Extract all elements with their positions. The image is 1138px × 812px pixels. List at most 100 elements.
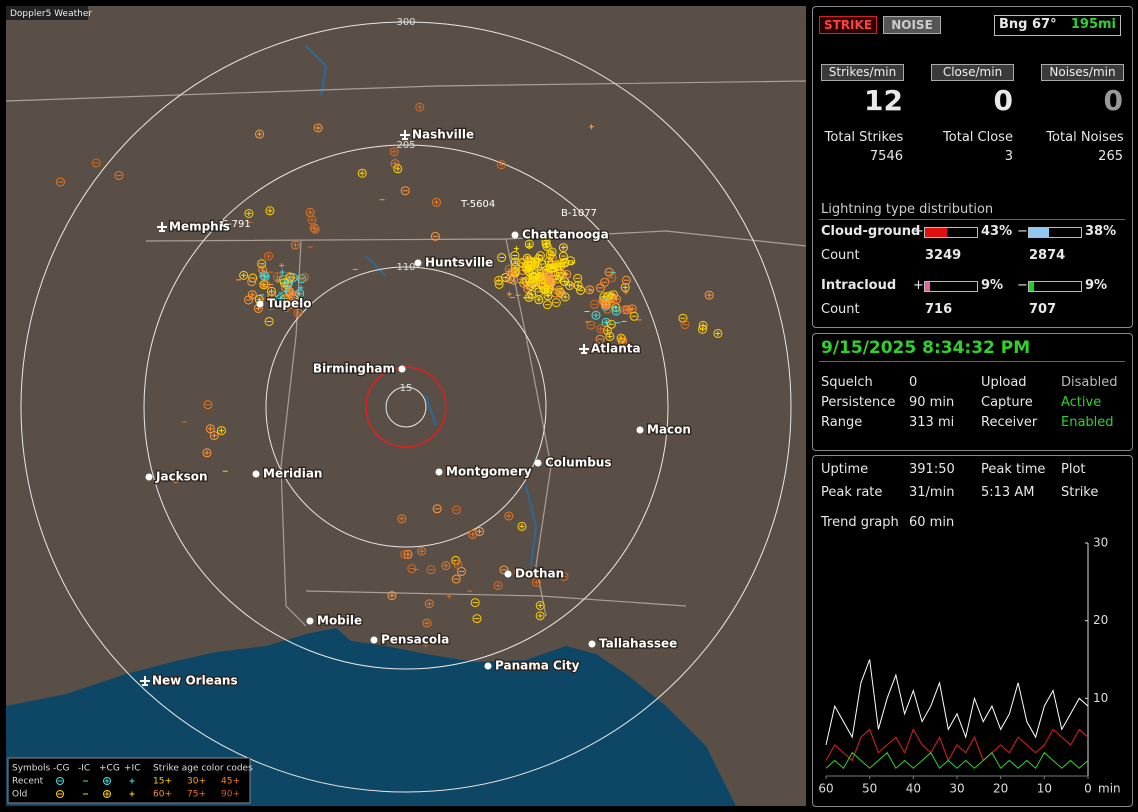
strike-ring (524, 292, 534, 302)
strike-ring (387, 591, 397, 601)
strike-ring (472, 614, 482, 624)
stat-text: 5:13 AM (981, 485, 1035, 500)
strike-ring (432, 197, 442, 207)
ring-label: 15 (400, 383, 413, 394)
divider (819, 361, 1125, 362)
strike-ring (528, 273, 538, 283)
strike-ring (713, 328, 723, 338)
strike-marker (595, 334, 605, 344)
strike-marker (524, 292, 534, 302)
strike-ring (521, 277, 531, 287)
strike-sign (389, 593, 395, 599)
strike-ring (205, 424, 215, 434)
strike-marker (558, 243, 568, 253)
count-value: 3249 (925, 248, 962, 263)
strike-sign (307, 209, 313, 215)
distance: 195mi (1070, 17, 1116, 32)
strike-marker (453, 559, 463, 569)
strike-marker (541, 236, 551, 246)
strike-marker (387, 591, 397, 601)
city-label: Montgomery (446, 465, 532, 479)
legend-age-title: Strike age color codes (153, 764, 253, 774)
strike-marker (517, 521, 527, 531)
sign: + (913, 224, 924, 239)
city-dot (398, 365, 406, 373)
strike-marker (281, 303, 291, 313)
strike-marker (310, 224, 320, 234)
strike-marker (293, 308, 303, 318)
strike-ring (267, 290, 277, 300)
strike-sign (544, 244, 550, 250)
strike-sign (549, 249, 555, 255)
strike-marker (216, 426, 226, 436)
strike-ring (551, 298, 561, 308)
strike-marker (272, 297, 278, 303)
stat-text: Plot (1061, 462, 1086, 477)
strike-ring (247, 277, 257, 287)
strike-marker (621, 275, 631, 285)
strike-ring (390, 159, 400, 169)
airport-icon (400, 130, 410, 140)
strike-ring (545, 250, 555, 260)
strike-ring (546, 278, 556, 288)
strike-sign (562, 271, 568, 277)
strike-ring (264, 316, 274, 326)
strike-sign (241, 272, 247, 278)
percent-label: 9% (981, 278, 1004, 293)
strike-marker (535, 271, 545, 281)
strike-marker (247, 277, 257, 287)
city-dot (636, 426, 644, 434)
legend-type: -IC (78, 764, 90, 774)
title-bg (6, 6, 88, 20)
strike-marker (389, 147, 399, 157)
strike-sign (561, 573, 567, 579)
y-tick-label: 10 (1093, 691, 1108, 705)
strike-sign (542, 287, 548, 293)
city-dot (145, 473, 153, 481)
noise-mode-button[interactable]: NOISE (883, 16, 941, 34)
strike-marker (526, 244, 532, 250)
bearing-box (994, 15, 1121, 36)
strike-marker (239, 270, 249, 280)
strike-ring (514, 567, 524, 577)
setting-label: Range (821, 415, 863, 430)
city-dot (484, 662, 492, 670)
strike-ring (281, 283, 291, 293)
strike-marker (622, 305, 632, 315)
strike-sign (426, 601, 432, 607)
strike-sign (249, 292, 255, 298)
city-label: Nashville (412, 128, 474, 142)
type-label: Intracloud (821, 278, 897, 293)
rate-value: 0 (993, 84, 1013, 117)
bar-frame (1028, 281, 1082, 292)
legend-row: Recent (12, 777, 44, 787)
strike-ring (560, 257, 570, 267)
strike-ring (510, 262, 520, 272)
strike-ring (556, 259, 566, 269)
strike-sign (537, 603, 543, 609)
strike-marker (527, 257, 537, 267)
strike-marker (698, 320, 708, 330)
strike-sign (274, 274, 280, 280)
strike-ring (541, 236, 551, 246)
strike-ring (281, 303, 291, 313)
strike-sign (207, 426, 213, 432)
strike-sign (506, 291, 512, 297)
strike-marker (432, 197, 442, 207)
percent-label: 38% (1085, 224, 1117, 239)
strike-sign (548, 265, 554, 271)
strike-ring (397, 514, 407, 524)
strike-ring (265, 206, 275, 216)
strike-sign (526, 244, 532, 250)
strike-sign (535, 255, 541, 261)
legend-age: 75+ (187, 790, 206, 800)
legend-age: 90+ (221, 790, 240, 800)
strike-marker (576, 285, 586, 295)
strike-marker (284, 271, 294, 281)
strike-ring (573, 280, 583, 290)
strike-marker (531, 577, 541, 587)
strike-mode-button[interactable]: STRIKE (819, 16, 877, 34)
clock-panel (812, 333, 1133, 451)
rate-label: Noises/min (1041, 64, 1124, 81)
strike-ring (453, 559, 463, 569)
